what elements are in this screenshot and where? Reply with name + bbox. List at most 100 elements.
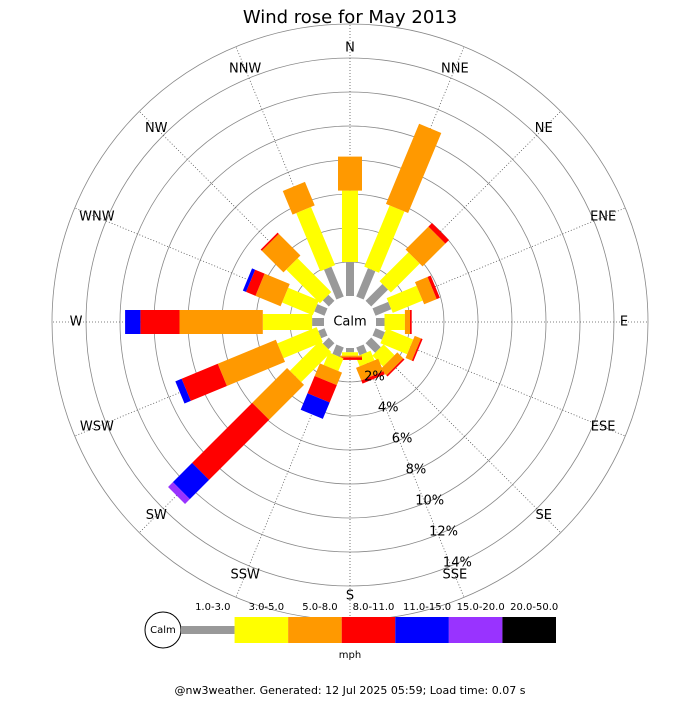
direction-bar (365, 223, 449, 307)
bar-segment (361, 371, 385, 384)
bar-segment (318, 328, 328, 339)
spoke (368, 340, 562, 534)
legend-label: 20.0-50.0 (510, 602, 558, 613)
r-tick-label: 4% (378, 400, 399, 415)
legend-swatch (234, 617, 289, 643)
direction-label: SSW (230, 568, 260, 583)
bar-segment (405, 335, 422, 361)
legend-swatch (181, 626, 235, 634)
direction-label: W (70, 315, 83, 330)
bar-segment (242, 268, 256, 292)
bar-segment (322, 337, 335, 350)
bar-segment (252, 367, 305, 420)
legend-swatch (341, 617, 396, 643)
direction-bar (175, 327, 328, 404)
direction-label: ESE (591, 419, 616, 434)
bar-segment (181, 363, 227, 401)
bar-segment (428, 223, 449, 244)
bar-segment (262, 314, 313, 330)
direction-bar (355, 344, 385, 384)
spoke (359, 345, 465, 598)
direction-bar (376, 310, 412, 334)
bar-segment (346, 262, 354, 296)
bar-segment (386, 285, 423, 313)
direction-label: SW (146, 508, 167, 523)
bar-segment (356, 358, 384, 381)
r-tick-label: 12% (429, 525, 458, 540)
bar-segment (427, 275, 440, 300)
legend-swatch (395, 617, 449, 643)
bar-segment (314, 363, 343, 386)
bar-segment (217, 339, 286, 386)
r-tick-label: 10% (415, 494, 444, 509)
bar-segment (260, 232, 279, 251)
direction-bar (168, 337, 335, 504)
direction-bar (356, 123, 442, 300)
bar-segment (385, 123, 442, 214)
bar-segment (356, 344, 367, 356)
bar-segment (411, 338, 423, 362)
bar-segment (192, 402, 270, 480)
bar-segment (277, 327, 323, 359)
bar-segment (282, 181, 315, 215)
r-tick-label: 2% (364, 369, 385, 384)
direction-bar (282, 181, 344, 300)
bar-segment (372, 328, 385, 340)
bar-segment (414, 276, 437, 305)
bar-segment (338, 357, 362, 360)
bar-segment (312, 318, 325, 326)
direction-bar (372, 328, 423, 362)
direction-label: WNW (79, 210, 115, 225)
bar-segment (405, 226, 446, 267)
direction-bar (125, 310, 325, 334)
legend-label: 3.0-5.0 (249, 602, 284, 613)
direction-bar (338, 348, 362, 360)
direction-label: NE (535, 121, 553, 136)
bar-segment (323, 266, 344, 300)
direction-label: NNW (229, 61, 261, 76)
direction-bar (260, 232, 335, 307)
bar-segment (376, 318, 385, 326)
bar-segment (296, 206, 336, 272)
legend-swatch (448, 617, 503, 643)
bar-segment (386, 358, 405, 377)
bar-segment (379, 252, 420, 293)
bar-segment (410, 310, 412, 334)
units-label: mph (339, 650, 361, 661)
r-tick-label: 14% (443, 556, 472, 571)
bar-segment (314, 304, 328, 316)
direction-bar (338, 156, 362, 296)
direction-bar (372, 275, 440, 316)
bar-segment (342, 352, 358, 356)
r-tick-label: 6% (392, 431, 413, 446)
bar-segment (282, 287, 319, 316)
direction-label: SSE (442, 568, 467, 583)
bar-segment (179, 310, 263, 334)
bar-segment (323, 352, 344, 372)
bar-segment (175, 378, 191, 404)
direction-label: S (346, 589, 354, 604)
bar-segment (255, 273, 290, 307)
direction-bar (300, 344, 344, 419)
bar-segment (342, 190, 358, 262)
bar-segment (338, 355, 362, 358)
direction-label: WSW (80, 419, 114, 434)
legend-swatch (288, 617, 342, 643)
bar-segment (125, 310, 141, 334)
legend-swatch (502, 617, 556, 643)
bar-segment (332, 344, 344, 357)
legend-label: 5.0-8.0 (302, 602, 337, 613)
direction-label: N (345, 41, 355, 56)
bar-segment (168, 482, 190, 504)
direction-label: ENE (590, 210, 616, 225)
calm-label: Calm (333, 315, 366, 330)
bar-segment (404, 310, 410, 334)
bar-segment (365, 283, 389, 307)
bar-segment (140, 310, 180, 334)
bar-segment (355, 350, 375, 367)
bar-segment (322, 294, 335, 307)
bar-segment (300, 393, 330, 419)
bar-segment (286, 258, 332, 304)
legend-calm-label: Calm (150, 625, 176, 636)
